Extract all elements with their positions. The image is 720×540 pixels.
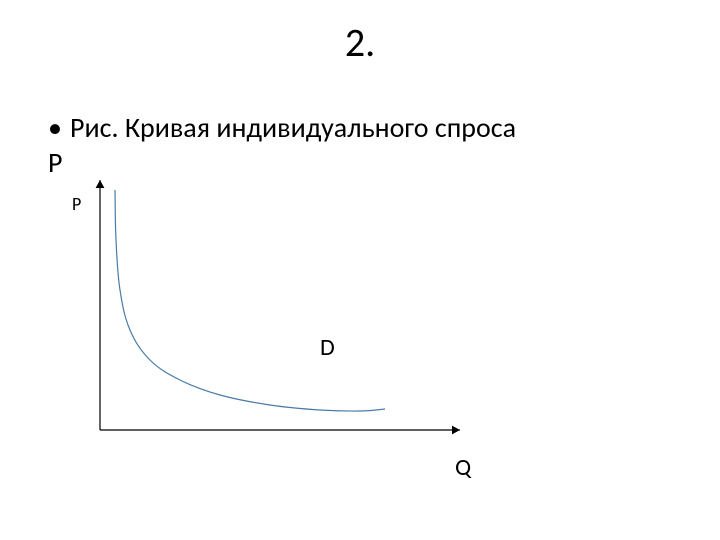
axis-label-q: Q [455, 453, 472, 482]
chart-svg: P D Q [60, 180, 560, 500]
curve-label-d: D [320, 333, 335, 362]
demand-chart: P D Q [60, 180, 560, 480]
slide: 2. •Рис. Кривая индивидуального спроса P… [0, 0, 720, 540]
x-axis-arrow [452, 426, 460, 435]
bullet-marker: • [48, 110, 70, 145]
axis-label-p-small: P [72, 193, 81, 215]
bullet-line: •Рис. Кривая индивидуального спроса [48, 110, 516, 145]
demand-curve [115, 190, 385, 411]
y-axis-arrow [96, 180, 105, 188]
axis-label-p-large: P [48, 145, 62, 180]
slide-title: 2. [0, 18, 720, 67]
bullet-text: Рис. Кривая индивидуального спроса [70, 110, 516, 145]
